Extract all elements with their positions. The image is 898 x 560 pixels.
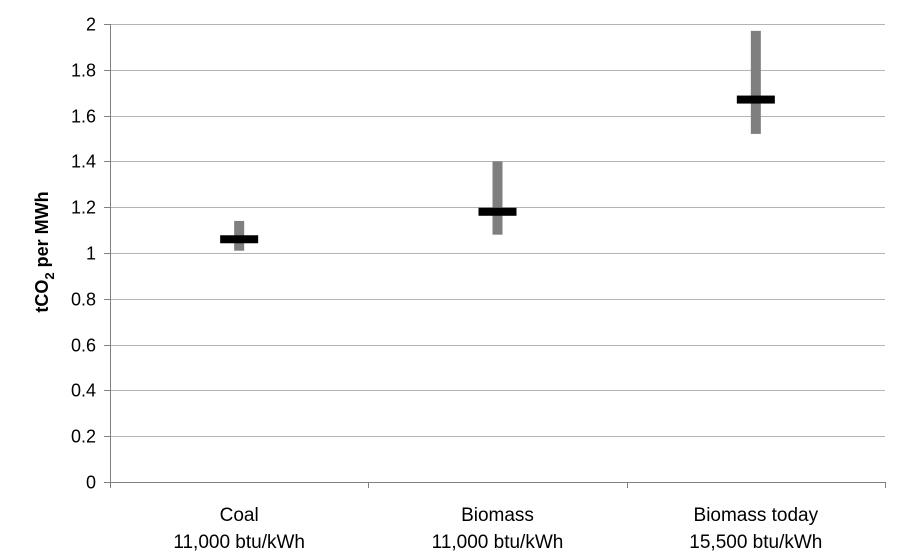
x-category-label: Biomass 11,000 btu/kWh [432,505,564,553]
point-marker [220,235,259,244]
y-tick-label: 1.4 [71,152,96,172]
x-category-label-line2: 11,000 btu/kWh [432,532,564,553]
x-category-label: Biomass today 15,500 btu/kWh [689,505,822,553]
y-tick-label: 0.4 [71,381,96,401]
point-marker [736,95,775,104]
y-axis-title: tCO2 per MWh [32,191,57,312]
range-bar [750,30,761,134]
x-category-label-line2: 11,000 btu/kWh [173,532,305,553]
x-category-label-line2: 15,500 btu/kWh [689,532,822,553]
point-marker [478,207,517,216]
x-category-label: Coal 11,000 btu/kWh [173,505,305,553]
y-tick-label: 0.8 [71,290,96,310]
x-category-label-line1: Biomass today [694,505,819,526]
x-category-label-line1: Biomass [461,505,534,526]
y-tick-label: 0.2 [71,427,96,447]
y-tick-label: 1 [86,244,96,264]
y-axis-title-subscript: 2 [42,272,57,279]
y-tick-label: 1.2 [71,198,96,218]
y-tick-label: 0 [86,473,96,493]
y-tick-label: 1.8 [71,61,96,81]
y-tick-labels: 0 0.2 0.4 0.6 0.8 1 1.2 1.4 1.6 1.8 2 [71,15,96,493]
y-tick-label: 1.6 [71,107,96,127]
x-category-label-line1: Coal [220,505,259,526]
y-axis-title-prefix: tCO [32,280,52,313]
axes [104,24,886,488]
y-tick-label: 2 [86,15,96,35]
y-tick-label: 0.6 [71,336,96,356]
data-marks [220,30,775,251]
range-bar [492,161,503,235]
y-axis-title-suffix: per MWh [32,191,52,272]
